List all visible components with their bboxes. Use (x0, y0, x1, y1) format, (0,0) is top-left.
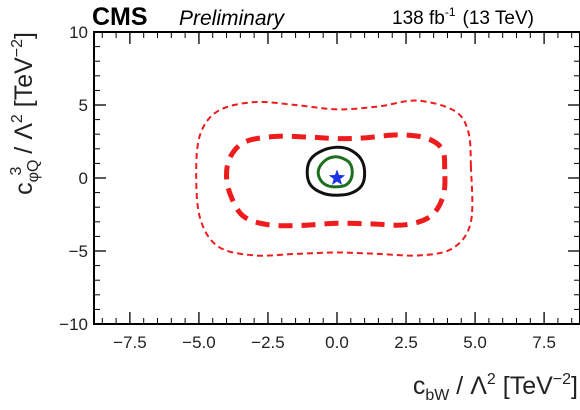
y-tick-label: −5 (69, 242, 88, 261)
y-axis-label-sup: 3 (8, 167, 25, 176)
x-tick-label: −2.5 (251, 333, 285, 352)
x-axis-label-unit-close: ] (571, 372, 578, 400)
x-tick-label: 0.0 (325, 333, 349, 352)
contour-solid (316, 155, 354, 189)
contour-dashed-thin (195, 99, 474, 257)
x-axis-label-unit-sup: −2 (553, 371, 571, 388)
y-axis-label-mid: / Λ (10, 123, 38, 161)
axis-ticks (94, 31, 580, 325)
x-axis-label-mid: / Λ (449, 372, 487, 400)
best-fit-star-marker (328, 169, 346, 186)
cms-label: CMS (92, 3, 148, 31)
x-axis-label: cbW / Λ2 [TeV−2] (413, 371, 578, 404)
x-tick-label: −5.0 (182, 333, 216, 352)
x-tick-label: −7.5 (113, 333, 147, 352)
x-axis-label-unit: [TeV (496, 372, 553, 400)
contour-dashed-thick (224, 132, 448, 229)
contours (195, 99, 474, 257)
tick-labels: −7.5 −5.0 −2.5 0.0 2.5 5.0 7.5 −10 −5 0 5 10 (59, 23, 556, 352)
energy-label: (13 TeV) (463, 8, 534, 29)
luminosity-value: 138 fb (392, 8, 445, 29)
x-tick-label: 5.0 (463, 333, 487, 352)
y-axis-label-unit: [TeV (10, 57, 38, 114)
y-axis-label-sup2: 2 (9, 114, 26, 123)
x-axis-label-sup: 2 (487, 371, 496, 388)
preliminary-label: Preliminary (179, 7, 286, 30)
markers (328, 169, 346, 186)
y-axis-label: cφQ3 / Λ2 [TeV−2] (8, 32, 42, 195)
x-tick-label: 2.5 (394, 333, 418, 352)
y-tick-label: −10 (59, 315, 88, 334)
y-axis-label-unit-close: ] (10, 32, 38, 39)
contour-solid (305, 145, 367, 197)
x-tick-label: 7.5 (532, 333, 556, 352)
y-axis-label-unit-sup: −2 (9, 39, 26, 57)
y-tick-label: 5 (79, 96, 88, 115)
x-axis-label-sub: bW (425, 387, 450, 404)
y-tick-label: 0 (79, 169, 88, 188)
luminosity-label: 138 fb-1 (13 TeV) (392, 5, 534, 29)
y-axis-label-sub: φQ (25, 160, 42, 183)
luminosity-exponent: -1 (445, 5, 456, 19)
x-axis-label-main: c (413, 372, 426, 400)
y-axis-label-main: c (10, 182, 38, 195)
y-tick-label: 10 (69, 23, 88, 42)
